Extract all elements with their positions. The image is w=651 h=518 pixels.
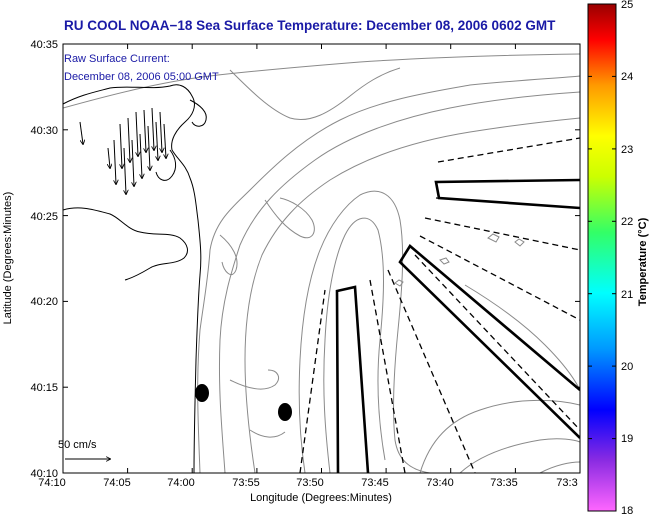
y-tick-label: 40:30 — [30, 125, 58, 137]
x-tick-label: 73:55 — [232, 477, 260, 489]
y-tick-label: 40:10 — [30, 468, 58, 480]
colorbar — [587, 3, 617, 512]
colorbar-tick-labels: 25 24 23 22 21 20 19 18 — [621, 0, 633, 517]
map-title: RU COOL NOAA−18 Sea Surface Temperature:… — [64, 18, 556, 33]
station-marker[interactable] — [278, 403, 292, 421]
colorbar-tick-label: 23 — [621, 144, 633, 156]
station-marker[interactable] — [195, 384, 209, 402]
bathymetry-contours — [63, 53, 580, 473]
colorbar-tick-label: 20 — [621, 361, 633, 373]
x-tick-label: 73:35 — [490, 477, 518, 489]
y-axis-label: Latitude (Degrees:Minutes) — [2, 192, 14, 325]
colorbar-tick-label: 25 — [621, 0, 633, 11]
x-tick-label: 74:00 — [167, 477, 195, 489]
colorbar-tick-label: 24 — [621, 71, 633, 83]
colorbar-tick-label: 19 — [621, 433, 633, 445]
x-tick-label: 73:50 — [296, 477, 324, 489]
x-tick-label: 73:40 — [426, 477, 454, 489]
coastline — [63, 84, 207, 473]
y-tick-marks — [63, 43, 580, 388]
x-tick-marks — [62, 44, 516, 473]
coverage-dashed-lines — [299, 137, 580, 473]
colorbar-tick-label: 18 — [621, 505, 633, 517]
y-tick-label: 40:15 — [30, 382, 58, 394]
current-vectors — [79, 107, 166, 194]
x-axis-label: Longitude (Degrees:Minutes) — [250, 492, 392, 504]
x-tick-label: 73:3 — [556, 477, 577, 489]
scale-label: 50 cm/s — [58, 439, 97, 451]
x-tick-label: 74:05 — [103, 477, 131, 489]
colorbar-tick-label: 21 — [621, 289, 633, 301]
colorbar-label: Temperature (°C) — [637, 217, 649, 306]
colorbar-tick-marks — [588, 75, 616, 440]
y-tick-label: 40:25 — [30, 211, 58, 223]
y-tick-label: 40:35 — [30, 39, 58, 51]
x-tick-labels: 74:10 74:05 74:00 73:55 73:50 73:45 73:4… — [38, 477, 577, 489]
map-area[interactable] — [63, 44, 580, 473]
x-tick-label: 74:10 — [38, 477, 66, 489]
current-label-line-1: Raw Surface Current: — [64, 53, 170, 65]
colorbar-tick-label: 22 — [621, 216, 633, 228]
current-label-line-2: December 08, 2006 05:00 GMT — [64, 71, 219, 83]
x-tick-label: 73:45 — [361, 477, 389, 489]
map-content — [63, 53, 580, 473]
coverage-boxes — [335, 178, 580, 473]
y-tick-labels: 40:35 40:30 40:25 40:20 40:15 40:10 — [30, 39, 58, 480]
y-tick-label: 40:20 — [30, 296, 58, 308]
